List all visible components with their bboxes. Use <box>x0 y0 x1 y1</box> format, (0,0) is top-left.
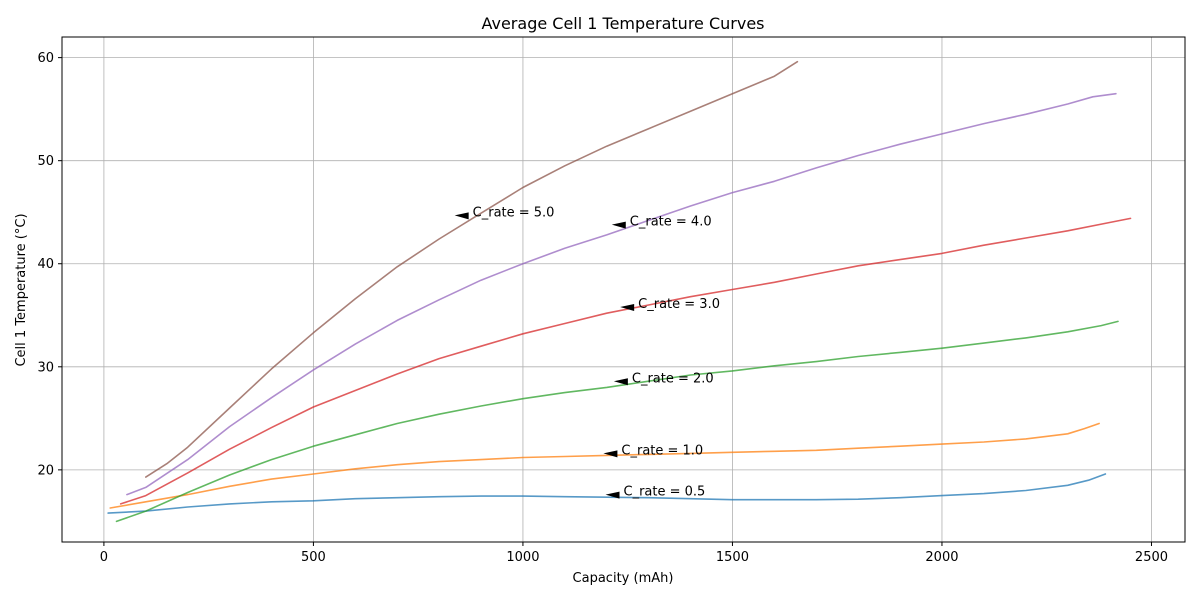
series-lines <box>107 60 1132 523</box>
x-tick-label: 2500 <box>1135 550 1168 565</box>
y-axis-title: Cell 1 Temperature (°C) <box>14 213 29 366</box>
ticks: 0 500 1000 1500 2000 2500 20 30 40 50 60 <box>37 51 1168 565</box>
x-tick-label: 1500 <box>716 550 749 565</box>
annotation-label: C_rate = 0.5 <box>624 485 706 500</box>
annotation-label: C_rate = 1.0 <box>621 443 703 458</box>
x-tick-label: 2000 <box>925 550 958 565</box>
x-tick-label: 500 <box>301 550 326 565</box>
series-line-c-rate-0.5 <box>107 473 1107 514</box>
y-tick-label: 50 <box>37 154 54 169</box>
annotation-label: C_rate = 5.0 <box>473 205 555 220</box>
annotation-arrow <box>454 212 469 220</box>
annotation-arrow <box>605 491 620 499</box>
annotations: C_rate = 0.5 C_rate = 1.0 C_rate = 2.0 C_ra… <box>454 205 720 500</box>
series-line-c-rate-1.0 <box>109 422 1100 509</box>
annotation-arrow <box>613 378 628 386</box>
annotation-arrow <box>611 221 626 229</box>
series-line-c-rate-3.0 <box>119 217 1132 505</box>
y-tick-label: 30 <box>37 360 54 375</box>
series-line-c-rate-2.0 <box>115 320 1119 523</box>
annotation-label: C_rate = 3.0 <box>638 297 720 312</box>
x-tick-label: 1000 <box>506 550 539 565</box>
plot-frame <box>61 36 1186 543</box>
annotation-label: C_rate = 4.0 <box>630 215 712 230</box>
annotation-label: C_rate = 2.0 <box>632 371 714 386</box>
chart-title: Average Cell 1 Temperature Curves <box>481 14 764 33</box>
y-tick-label: 20 <box>37 463 54 478</box>
series-line-c-rate-5.0 <box>145 60 799 478</box>
series-line-c-rate-4.0 <box>126 92 1117 496</box>
y-tick-label: 40 <box>37 257 54 272</box>
x-tick-label: 0 <box>100 550 108 565</box>
x-axis-title: Capacity (mAh) <box>573 571 674 586</box>
y-tick-label: 60 <box>37 51 54 66</box>
annotation-arrow <box>603 450 618 458</box>
annotation-arrow <box>620 304 635 312</box>
grid <box>62 37 1185 542</box>
